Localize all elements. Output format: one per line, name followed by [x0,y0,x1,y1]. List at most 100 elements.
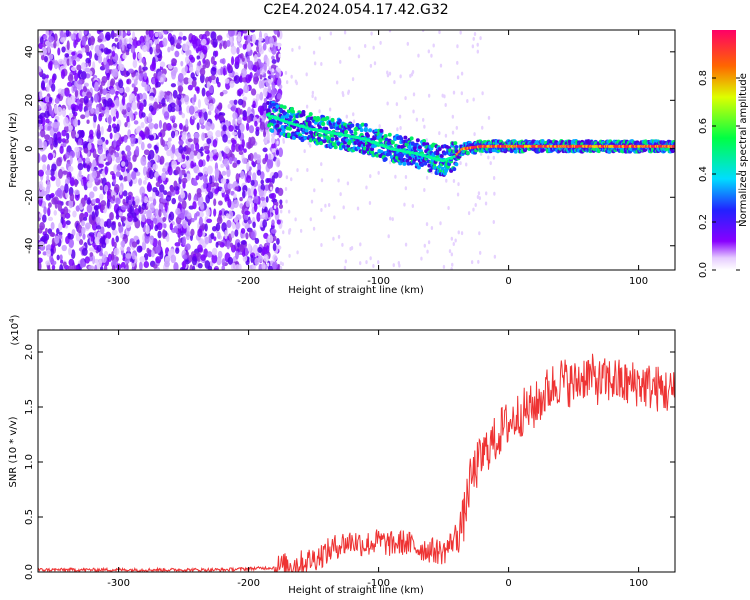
heatmap-cell [185,155,190,161]
heatmap-cell [362,146,367,151]
heatmap-cell [57,47,61,56]
heatmap-cell [233,74,240,84]
heatmap-cell [173,180,178,188]
heatmap-cell [112,115,116,122]
heatmap-cell [72,86,78,92]
heatmap-cell [100,80,106,86]
heatmap-cell [203,111,208,121]
heatmap-cell [308,138,313,143]
heatmap-cell [138,73,143,82]
heatmap-cell [196,87,200,94]
heatmap-cell [96,129,101,140]
snr-x-axis-label: Height of straight line (km) [288,585,424,596]
heatmap-cell [390,140,395,145]
heatmap-cell [368,128,373,133]
heatmap-cell [43,206,47,215]
heatmap-cell [231,131,238,136]
x-tick-label: -100 [367,578,390,589]
heatmap-cell [439,63,443,68]
heatmap-cell [288,114,293,119]
heatmap-cell [205,208,211,217]
heatmap-cell [178,31,183,37]
heatmap-cell [279,199,283,205]
heatmap-cell [263,137,268,145]
heatmap-cell [250,88,257,96]
heatmap-cell [226,240,231,250]
heatmap-cell [215,130,222,138]
heatmap-cell [422,141,427,146]
heatmap-cell [92,159,97,167]
heatmap-cell [292,135,297,140]
heatmap-cell [228,124,234,132]
heatmap-cell [242,157,248,164]
heatmap-cell [119,185,123,196]
heatmap-cell [256,52,261,58]
heatmap-cell [312,226,316,231]
heatmap-cell [115,156,121,164]
heatmap-cell [248,152,254,162]
heatmap-cell [182,146,187,152]
heatmap-cell [253,76,259,85]
heatmap-cell [164,145,168,151]
heatmap-cell [246,115,252,124]
heatmap-cell [425,138,428,143]
heatmap-cell [185,50,190,57]
heatmap-cell [42,251,47,256]
heatmap-cell [465,162,468,167]
heatmap-cell [38,261,42,270]
heatmap-cell [98,30,104,33]
heatmap-cell [233,99,238,105]
heatmap-cell [148,30,154,39]
heatmap-cell [442,264,446,269]
x-tick-label: 100 [629,578,648,589]
heatmap-cell [45,260,51,266]
heatmap-cell [236,159,241,165]
heatmap-cell [122,53,127,60]
heatmap-cell [67,233,71,238]
heatmap-cell [420,162,425,167]
heatmap-cell [395,102,399,107]
heatmap-cell [369,256,372,261]
heatmap-cell [206,251,213,258]
heatmap-cell [89,35,95,46]
heatmap-cell [365,185,368,190]
heatmap-cell [281,127,286,132]
heatmap-cell [78,212,85,222]
heatmap-cell [43,34,48,40]
heatmap-cell [256,70,261,77]
heatmap-cell [226,167,231,178]
heatmap-cell [38,131,41,137]
heatmap-cell [112,68,119,78]
heatmap-cell [271,198,278,203]
heatmap-cell [421,117,425,122]
heatmap-cell [425,175,429,180]
heatmap-cell [224,229,228,240]
heatmap-cell [473,32,477,37]
heatmap-cell [479,36,482,41]
heatmap-cell [201,132,206,141]
heatmap-cell [126,79,130,85]
heatmap-cell [66,58,70,66]
heatmap-cell [44,227,48,234]
heatmap-cell [188,105,195,115]
heatmap-cell [203,145,210,150]
heatmap-cell [277,45,280,50]
heatmap-cell [285,80,289,85]
heatmap-cell [181,99,185,104]
heatmap-cell [213,208,217,217]
heatmap-cell [64,183,69,194]
heatmap-cell [108,145,114,156]
heatmap-cell [119,103,123,112]
heatmap-cell [58,189,63,199]
heatmap-cell [41,116,46,126]
heatmap-cell [327,202,331,207]
heatmap-cell [207,130,213,138]
heatmap-cell [218,102,222,112]
heatmap-cell [472,36,475,41]
heatmap-cell [86,51,90,56]
heatmap-cell [259,74,263,80]
heatmap-cell [121,42,125,52]
heatmap-cell [320,162,323,167]
heatmap-cell [56,131,62,141]
heatmap-cell [58,222,63,231]
